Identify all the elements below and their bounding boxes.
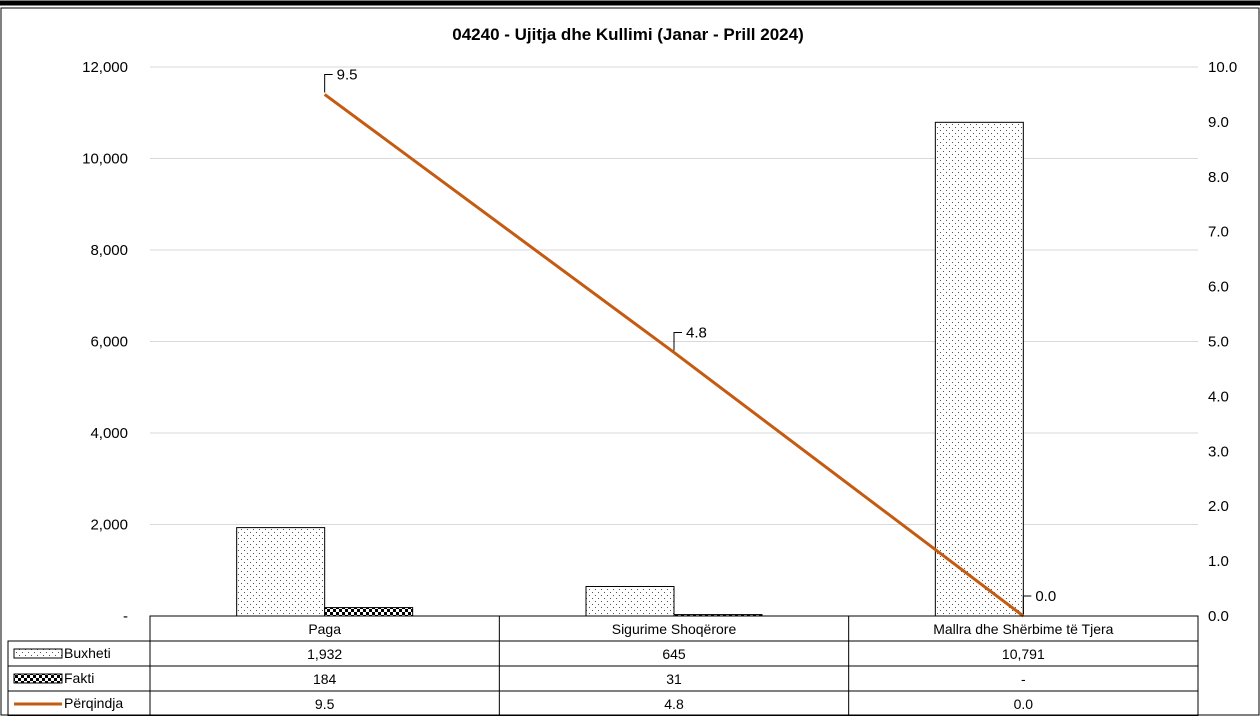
data-label-leader [673,331,682,351]
bars [150,121,1198,617]
table-header-cell: Sigurime Shoqërore [612,621,737,637]
chart-border [0,7,1260,716]
left-tick-label: 10,000 [82,151,128,168]
bar-fakti [324,607,414,617]
data-label: 4.8 [686,324,707,341]
left-tick-label: 4,000 [90,425,128,442]
legend-label: Buxheti [64,645,111,661]
right-tick-label: 6.0 [1208,279,1229,296]
line-series: 9.5 4.8 0.0 [323,66,1056,618]
right-tick-label: 1.0 [1208,553,1229,570]
bar-buxheti [585,585,675,617]
data-label-leader [1022,595,1032,614]
gridlines [150,66,1198,525]
right-tick-label: 9.0 [1208,114,1229,131]
right-tick-label: 3.0 [1208,443,1229,460]
bar-buxheti [236,527,326,617]
chart-title: 04240 - Ujitja dhe Kullimi (Janar - Pril… [452,25,803,44]
right-tick-label: 0.0 [1208,608,1229,625]
table-row [7,665,1199,692]
left-tick-label: 12,000 [82,59,128,76]
table-cell: 184 [313,671,337,687]
line-përqindja [323,93,1025,618]
right-tick-label: 2.0 [1208,498,1229,515]
legend-label: Fakti [64,670,94,686]
bar-buxheti [934,121,1024,617]
table-cell: 31 [666,671,682,687]
left-tick-label: 6,000 [90,334,128,351]
right-tick-label: 4.0 [1208,388,1229,405]
data-table: Paga Sigurime Shoqërore Mallra dhe Shërbim… [7,615,1199,717]
table-cell: 0.0 [1014,696,1034,712]
table-cell: 9.5 [315,696,335,712]
table-cell: 645 [662,646,686,662]
data-label-leader [324,73,333,93]
data-label: 9.5 [337,66,358,83]
table-cell: 1,932 [307,646,342,662]
right-tick-label: 5.0 [1208,334,1229,351]
legend-key-buxheti [13,648,63,659]
table-header-cell: Mallra dhe Shërbime të Tjera [933,621,1113,637]
right-tick-label: 10.0 [1208,59,1237,76]
legend-key-fakti [13,673,63,684]
right-tick-label: 8.0 [1208,169,1229,186]
right-tick-label: 7.0 [1208,224,1229,241]
data-label: 0.0 [1035,588,1056,605]
right-axis-ticks: 0.0 1.0 2.0 3.0 4.0 5.0 6.0 7.0 8.0 9.0 10.0 [1208,59,1237,625]
left-tick-label: 8,000 [90,242,128,259]
legend-label: Përqindja [64,695,123,711]
left-axis-ticks: - 2,000 4,000 6,000 8,000 10,000 12,000 [82,59,128,625]
left-tick-label: - [123,608,128,625]
table-header-cell: Paga [308,621,341,637]
table-cell: 4.8 [664,696,684,712]
left-tick-label: 2,000 [90,517,128,534]
table-cell: - [1021,671,1026,687]
table-cell: 10,791 [1002,646,1045,662]
